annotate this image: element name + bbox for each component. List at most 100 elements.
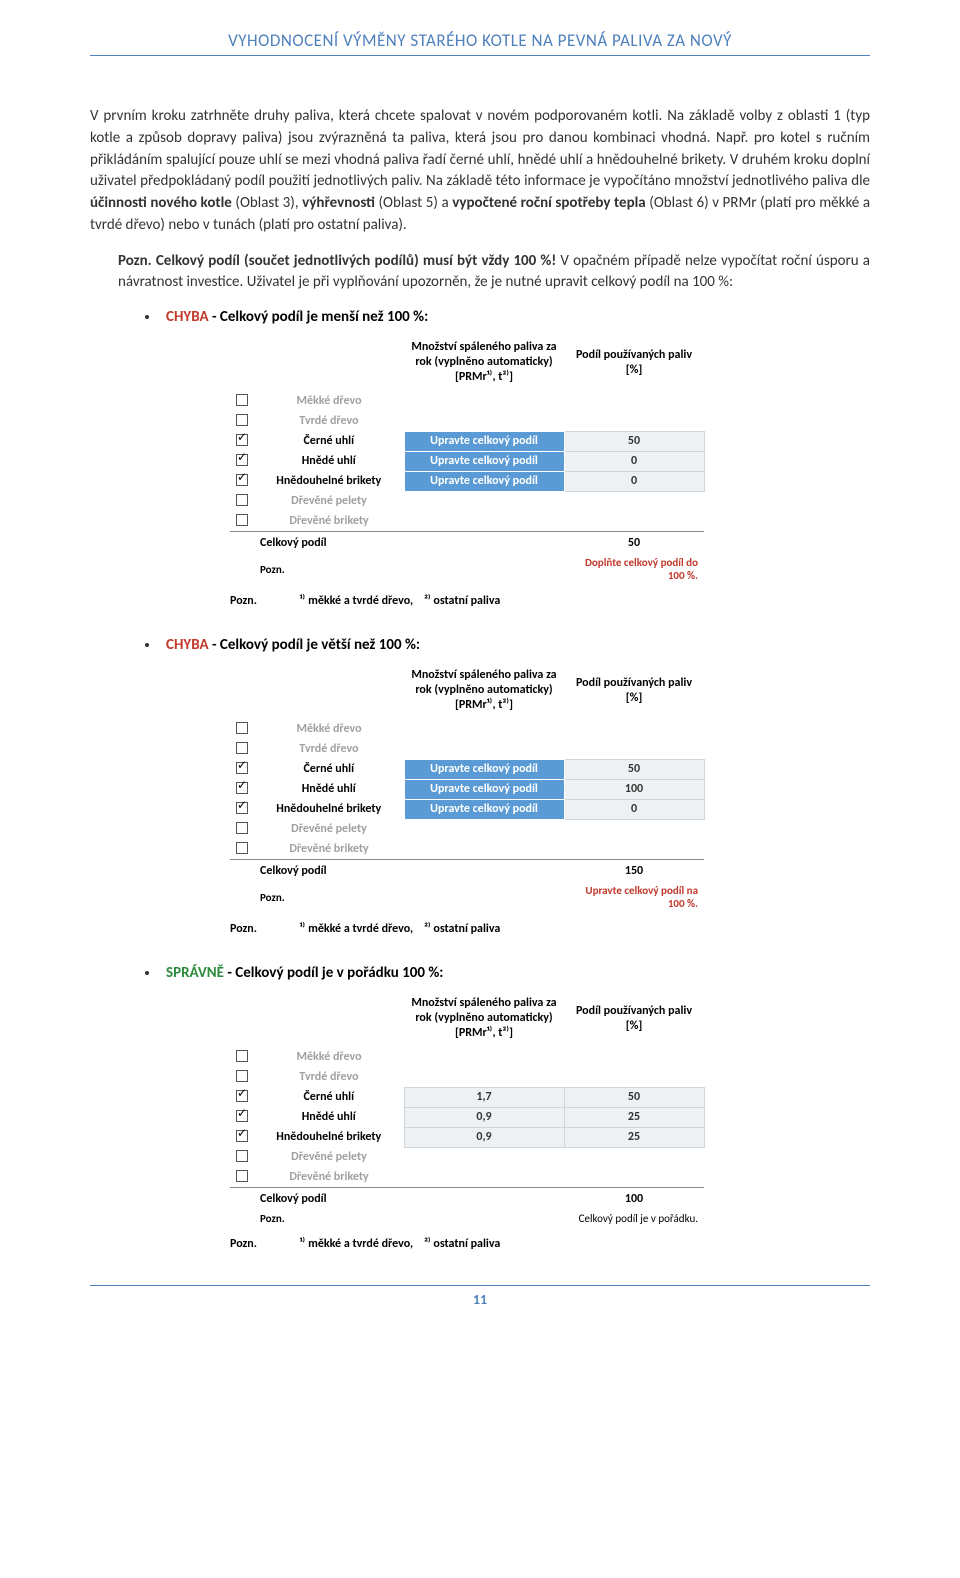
para1-bold-3: vypočtené roční spotřeby tepla xyxy=(452,194,646,212)
tbl2-total-val: 150 xyxy=(564,860,704,881)
fuel-amount xyxy=(404,819,564,839)
tbl-hdr-pct-l1: Podíl používaných paliv xyxy=(576,348,692,362)
fuel-checkbox[interactable] xyxy=(236,822,248,834)
fuel-checkbox[interactable] xyxy=(236,722,248,734)
fuel-amount xyxy=(404,739,564,759)
tbl2-pozn-label: Pozn. xyxy=(254,880,404,912)
fuel-name: Dřevěné brikety xyxy=(254,839,404,860)
fuel-amount: 0,9 xyxy=(404,1127,564,1147)
fuel-name: Hnědouhelné brikety xyxy=(254,799,404,819)
fuel-amount xyxy=(404,1067,564,1087)
note-bold: Pozn. Celkový podíl (součet jednotlivých… xyxy=(118,252,556,270)
fuel-checkbox[interactable] xyxy=(236,742,248,754)
fuel-pct[interactable]: 50 xyxy=(564,1087,704,1107)
fuel-pct xyxy=(564,839,704,860)
fuel-checkbox[interactable] xyxy=(236,494,248,506)
fuel-checkbox[interactable] xyxy=(236,1130,248,1142)
tbl-hdr-amt-l3: [PRMr¹⁾, t²⁾] xyxy=(455,370,513,384)
fuel-name: Hnědouhelné brikety xyxy=(254,471,404,491)
para1-mid2: (Oblast 5) a xyxy=(378,194,452,212)
fuel-pct[interactable]: 25 xyxy=(564,1107,704,1127)
fuel-pct[interactable]: 0 xyxy=(564,451,704,471)
tbl3-total-val: 100 xyxy=(564,1188,704,1209)
ok-rest: - Celkový podíl je v pořádku 100 %: xyxy=(227,964,443,982)
fuel-checkbox[interactable] xyxy=(236,474,248,486)
fuel-checkbox[interactable] xyxy=(236,394,248,406)
page-footer: 11 xyxy=(90,1281,870,1309)
fuel-pct[interactable]: 100 xyxy=(564,779,704,799)
err1-label: CHYBA xyxy=(166,308,209,326)
tbl3-footnote: Pozn. ¹⁾ měkké a tvrdé dřevo, ²⁾ ostatní… xyxy=(230,1237,870,1251)
fuel-pct[interactable]: 50 xyxy=(564,431,704,451)
para1-mid1: (Oblast 3), xyxy=(235,194,302,212)
tbl1-pozn-label: Pozn. xyxy=(254,552,404,584)
fuel-name: Tvrdé dřevo xyxy=(254,739,404,759)
tbl-hdr-amt-l1: Množství spáleného paliva za xyxy=(411,340,556,354)
fuel-amount xyxy=(404,1167,564,1188)
fuel-name: Hnědé uhlí xyxy=(254,1107,404,1127)
fuel-amount: Upravte celkový podíl xyxy=(404,799,564,819)
fuel-name: Dřevěné brikety xyxy=(254,1167,404,1188)
tbl2-footnote: Pozn. ¹⁾ měkké a tvrdé dřevo, ²⁾ ostatní… xyxy=(230,922,870,936)
table-1: Množství spáleného paliva za rok (vyplně… xyxy=(230,338,870,608)
tbl1-total-label: Celkový podíl xyxy=(254,532,404,553)
tbl2-hdr-amt: Množství spáleného paliva za rok (vyplně… xyxy=(404,666,564,719)
fuel-pct xyxy=(564,1167,704,1188)
tbl1-total-val: 50 xyxy=(564,532,704,553)
fuel-checkbox[interactable] xyxy=(236,1090,248,1102)
fuel-name: Dřevěné pelety xyxy=(254,819,404,839)
fuel-pct xyxy=(564,739,704,759)
fuel-pct[interactable]: 50 xyxy=(564,759,704,779)
fuel-name: Dřevěné pelety xyxy=(254,491,404,511)
fuel-pct[interactable]: 0 xyxy=(564,471,704,491)
fuel-checkbox[interactable] xyxy=(236,1110,248,1122)
fuel-pct[interactable]: 0 xyxy=(564,799,704,819)
fuel-amount xyxy=(404,839,564,860)
fuel-checkbox[interactable] xyxy=(236,434,248,446)
fuel-name: Černé uhlí xyxy=(254,759,404,779)
error-list-1: CHYBA - Celkový podíl je menší než 100 %… xyxy=(90,308,870,326)
fuel-amount: 1,7 xyxy=(404,1087,564,1107)
tbl1-hdr-pct: Podíl používaných paliv [%] xyxy=(564,338,704,391)
tbl3-pozn-msg: Celkový podíl je v pořádku. xyxy=(564,1208,704,1227)
tbl3-total-label: Celkový podíl xyxy=(254,1188,404,1209)
fuel-pct xyxy=(564,819,704,839)
tbl3-pozn-label: Pozn. xyxy=(254,1208,404,1227)
err1-rest: - Celkový podíl je menší než 100 %: xyxy=(212,308,428,326)
fuel-checkbox[interactable] xyxy=(236,842,248,854)
fuel-amount: 0,9 xyxy=(404,1107,564,1127)
fuel-checkbox[interactable] xyxy=(236,1070,248,1082)
fuel-amount: Upravte celkový podíl xyxy=(404,451,564,471)
fuel-pct xyxy=(564,411,704,431)
fuel-amount xyxy=(404,1147,564,1167)
fuel-name: Tvrdé dřevo xyxy=(254,1067,404,1087)
err2-rest: - Celkový podíl je větší než 100 %: xyxy=(212,636,420,654)
fuel-checkbox[interactable] xyxy=(236,414,248,426)
fuel-checkbox[interactable] xyxy=(236,762,248,774)
fuel-checkbox[interactable] xyxy=(236,782,248,794)
paragraph-1: V prvním kroku zatrhněte druhy paliva, k… xyxy=(90,106,870,237)
page-number: 11 xyxy=(473,1291,487,1308)
fuel-name: Tvrdé dřevo xyxy=(254,411,404,431)
tbl2-hdr-pct: Podíl používaných paliv [%] xyxy=(564,666,704,719)
fuel-checkbox[interactable] xyxy=(236,802,248,814)
ok-label: SPRÁVNĚ xyxy=(166,964,224,982)
fuel-checkbox[interactable] xyxy=(236,514,248,526)
fuel-name: Dřevěné pelety xyxy=(254,1147,404,1167)
note-paragraph: Pozn. Celkový podíl (součet jednotlivých… xyxy=(118,251,870,295)
tbl2-total-label: Celkový podíl xyxy=(254,860,404,881)
para1-text-pre: V prvním kroku zatrhněte druhy paliva, k… xyxy=(90,107,870,190)
err2-label: CHYBA xyxy=(166,636,209,654)
fuel-pct[interactable]: 25 xyxy=(564,1127,704,1147)
table-3: Množství spáleného paliva za rok (vyplně… xyxy=(230,994,870,1251)
fuel-checkbox[interactable] xyxy=(236,454,248,466)
footnote-pozn-lbl: Pozn. xyxy=(230,594,257,608)
fuel-pct xyxy=(564,511,704,532)
fuel-checkbox[interactable] xyxy=(236,1050,248,1062)
fuel-amount xyxy=(404,411,564,431)
fuel-checkbox[interactable] xyxy=(236,1150,248,1162)
footnote-1: ¹⁾ měkké a tvrdé dřevo, xyxy=(300,594,413,608)
fuel-checkbox[interactable] xyxy=(236,1170,248,1182)
fuel-amount: Upravte celkový podíl xyxy=(404,471,564,491)
tbl1-hdr-amt: Množství spáleného paliva za rok (vyplně… xyxy=(404,338,564,391)
